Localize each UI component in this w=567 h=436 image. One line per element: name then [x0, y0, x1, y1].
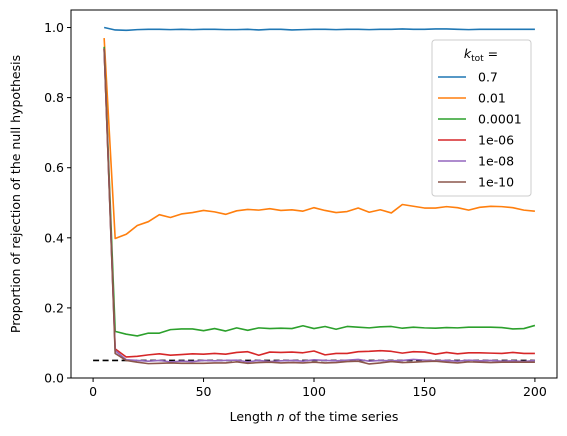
y-tick-label: 0.4	[44, 230, 64, 245]
series-line-1e-06	[103, 48, 535, 358]
x-tick-label: 100	[302, 384, 326, 399]
y-tick-label: 0.0	[44, 371, 64, 386]
x-tick-label: 50	[196, 384, 212, 399]
plot-content	[93, 26, 536, 365]
legend-label-0.01: 0.01	[478, 91, 506, 106]
x-tick-label: 150	[413, 384, 437, 399]
legend-label-0.7: 0.7	[478, 70, 498, 85]
series-line-0.01	[103, 37, 535, 240]
legend: ktot = 0.7 0.01 0.0001 1e-06 1e-08 1e-10	[431, 39, 532, 197]
x-axis-ticks: 0 50 100 150 200	[89, 378, 547, 399]
y-tick-label: 0.8	[44, 90, 64, 105]
x-tick-label: 200	[523, 384, 547, 399]
legend-label-1e-08: 1e-08	[478, 154, 514, 169]
legend-entries: 0.7 0.01 0.0001 1e-06 1e-08 1e-10	[438, 70, 522, 190]
y-tick-label: 0.2	[44, 300, 64, 315]
legend-frame	[431, 39, 532, 197]
x-axis-label: Length n of the time series	[230, 409, 399, 424]
y-axis-label: Proportion of rejection of the null hypo…	[8, 55, 23, 333]
y-axis-ticks: 0.0 0.2 0.4 0.6 0.8 1.0	[44, 20, 71, 386]
series-line-0.7	[103, 26, 535, 32]
legend-label-0.0001: 0.0001	[478, 112, 522, 127]
legend-label-1e-10: 1e-10	[478, 175, 514, 190]
legend-label-1e-06: 1e-06	[478, 133, 514, 148]
y-tick-label: 0.6	[44, 160, 64, 175]
legend-title: ktot =	[464, 46, 498, 64]
y-tick-label: 1.0	[44, 20, 64, 35]
series-line-0.0001	[103, 46, 536, 337]
series-line-1e-10	[103, 48, 535, 365]
series-line-1e-08	[103, 48, 535, 363]
x-tick-label: 0	[89, 384, 97, 399]
